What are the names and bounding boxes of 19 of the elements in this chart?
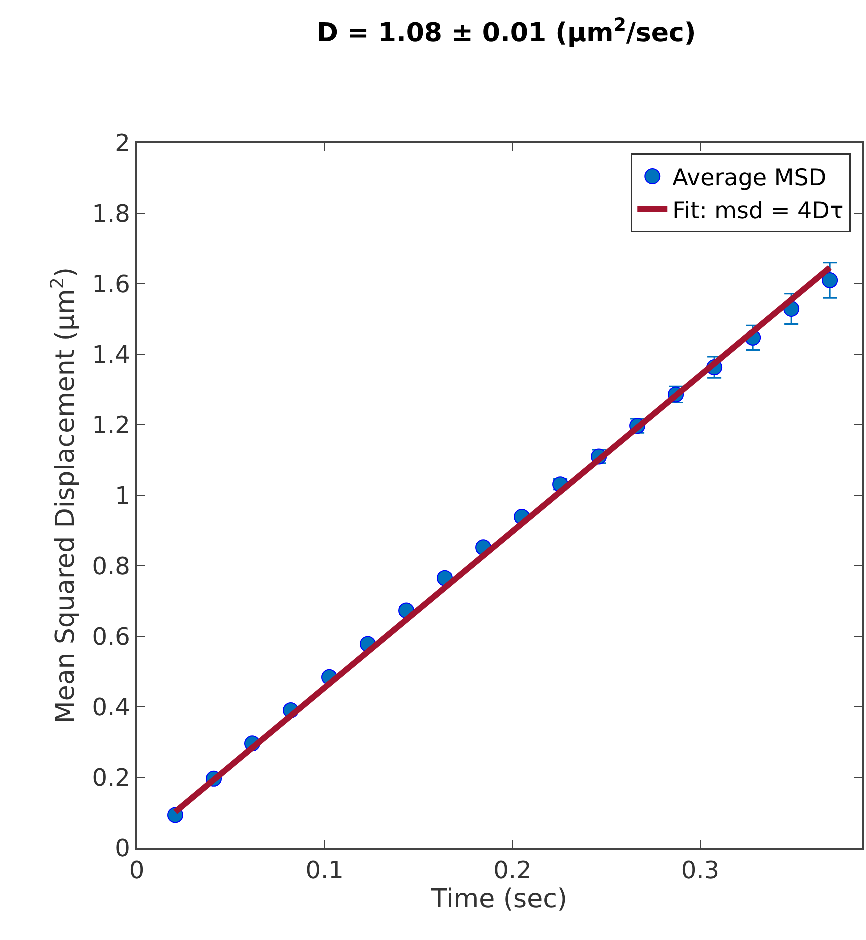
x-axis-title: Time (sec) bbox=[430, 884, 568, 915]
point bbox=[822, 272, 838, 288]
y-tick-label: 0.4 bbox=[92, 693, 130, 722]
y-tick-label: 0 bbox=[115, 834, 130, 862]
legend-label: Fit: msd = 4Dτ bbox=[672, 198, 844, 224]
x-tick-label: 0.1 bbox=[306, 856, 344, 885]
legend-label: Average MSD bbox=[672, 165, 827, 192]
y-tick-label: 0.8 bbox=[92, 552, 130, 580]
y-tick-label: 1.2 bbox=[92, 411, 130, 440]
y-tick-label: 0.6 bbox=[92, 622, 130, 651]
y-tick-label: 0.2 bbox=[92, 764, 130, 792]
y-tick-label: 1.4 bbox=[92, 340, 130, 369]
x-tick-label: 0.2 bbox=[494, 856, 532, 885]
y-tick-label: 2 bbox=[115, 129, 130, 158]
x-tick-label: 0.3 bbox=[681, 856, 720, 885]
y-tick-label: 1 bbox=[115, 482, 130, 510]
y-tick-label: 1.8 bbox=[92, 200, 130, 228]
y-tick-label: 1.6 bbox=[92, 270, 130, 298]
chart-title: D = 1.08 ± 0.01 (μm$^{2}$/sec) bbox=[316, 14, 696, 49]
